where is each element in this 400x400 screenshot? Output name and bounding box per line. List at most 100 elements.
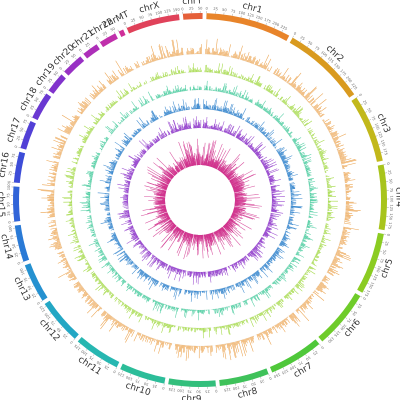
track-bar bbox=[93, 158, 98, 161]
track-bar bbox=[142, 61, 145, 65]
track-bar bbox=[111, 234, 117, 238]
track-bar bbox=[130, 137, 133, 140]
tick-label: 0 bbox=[161, 386, 165, 390]
track-3 bbox=[79, 80, 319, 321]
track-bar bbox=[50, 231, 58, 234]
track-bar bbox=[302, 157, 312, 161]
track-bar bbox=[307, 100, 310, 103]
track-bar bbox=[221, 307, 224, 316]
track-bar bbox=[318, 285, 323, 289]
track-bar bbox=[156, 95, 159, 99]
track-bar bbox=[146, 60, 149, 64]
track-bar bbox=[117, 299, 121, 303]
track-bar bbox=[242, 257, 245, 261]
track-bar bbox=[105, 181, 111, 184]
tick-label: 75 bbox=[389, 188, 393, 193]
track-bar bbox=[176, 89, 178, 93]
track-bar bbox=[243, 98, 245, 100]
track-bar bbox=[312, 136, 317, 140]
track-bar bbox=[244, 92, 249, 100]
track-bar bbox=[102, 311, 107, 317]
track-bar bbox=[103, 143, 106, 145]
track-bar bbox=[309, 295, 312, 298]
track-bar bbox=[213, 123, 215, 130]
track-bar bbox=[111, 234, 116, 237]
track-bar bbox=[179, 288, 182, 294]
track-bar bbox=[266, 287, 269, 291]
track-bar bbox=[321, 158, 326, 160]
track-bar bbox=[133, 108, 136, 111]
track-bar bbox=[114, 125, 118, 128]
track-bar bbox=[87, 215, 92, 217]
track-bar bbox=[176, 39, 180, 56]
track-bar bbox=[317, 285, 323, 290]
track-bar bbox=[107, 172, 113, 175]
track-bar bbox=[297, 86, 302, 92]
track-bar bbox=[288, 315, 294, 322]
track-bar bbox=[74, 283, 81, 289]
track-bar bbox=[313, 104, 318, 109]
track-bar bbox=[287, 222, 299, 227]
track-bar bbox=[264, 231, 267, 233]
track-bar bbox=[53, 241, 61, 244]
track-bar bbox=[286, 294, 288, 297]
track-bar bbox=[86, 268, 93, 273]
tick-label: 0 bbox=[95, 36, 100, 41]
track-bar bbox=[274, 88, 281, 97]
track-bar bbox=[147, 148, 149, 150]
track-bar bbox=[256, 243, 259, 246]
track-bar bbox=[216, 269, 219, 275]
track-bar bbox=[190, 271, 192, 277]
track-bar bbox=[161, 283, 166, 291]
track-bar bbox=[117, 69, 123, 77]
track-bar bbox=[264, 232, 268, 235]
track-bar bbox=[211, 271, 213, 276]
track-bar bbox=[76, 284, 82, 288]
track-bar bbox=[146, 296, 149, 300]
track-bar bbox=[66, 176, 74, 179]
track-bar bbox=[279, 121, 282, 124]
track-bar bbox=[269, 217, 278, 220]
track-bar bbox=[115, 319, 117, 322]
track-bar bbox=[56, 153, 62, 156]
track-bar bbox=[72, 168, 76, 170]
track-bar bbox=[140, 243, 143, 246]
track-bar bbox=[308, 267, 310, 269]
track-bar bbox=[240, 321, 242, 325]
track-bar bbox=[69, 219, 74, 221]
track-bar bbox=[137, 64, 139, 68]
track-bar bbox=[275, 117, 279, 121]
track-bar bbox=[168, 305, 170, 309]
track-bar bbox=[124, 256, 130, 261]
track-bar bbox=[242, 141, 244, 143]
track-bar bbox=[112, 131, 114, 133]
track-bar bbox=[288, 265, 294, 270]
track-bar bbox=[231, 305, 235, 315]
track-bar bbox=[295, 82, 303, 91]
track-bar bbox=[131, 263, 136, 268]
track-bar bbox=[98, 256, 106, 261]
track-bar bbox=[257, 270, 261, 274]
track-bar bbox=[54, 164, 59, 166]
track-bar bbox=[107, 177, 112, 179]
track-bar bbox=[148, 251, 150, 253]
tick-label: 25 bbox=[31, 293, 37, 299]
track-bar bbox=[208, 271, 211, 277]
track-bar bbox=[55, 136, 67, 142]
tick-label: 125 bbox=[117, 371, 125, 377]
track-bar bbox=[254, 151, 258, 154]
track-bar bbox=[110, 236, 117, 240]
track-bar bbox=[134, 165, 137, 167]
track-bar bbox=[130, 229, 135, 233]
track-bar bbox=[189, 271, 191, 276]
track-bar bbox=[271, 204, 284, 206]
track-bar bbox=[252, 274, 259, 283]
track-bar bbox=[262, 158, 272, 165]
track-bar bbox=[157, 340, 160, 346]
track-bar bbox=[271, 209, 277, 212]
track-bar bbox=[119, 152, 122, 154]
track-bar bbox=[269, 179, 281, 183]
track-bar bbox=[106, 178, 112, 181]
track-bar bbox=[252, 248, 254, 251]
